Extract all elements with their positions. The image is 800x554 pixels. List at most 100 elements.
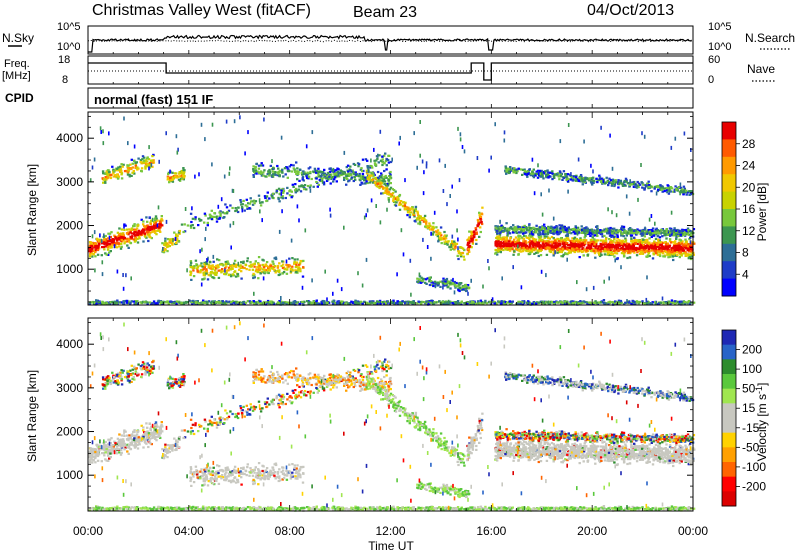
power-cell — [522, 242, 525, 245]
power-cell — [340, 170, 344, 173]
power-cell — [561, 178, 564, 181]
power-cell — [259, 272, 262, 275]
power-cell — [669, 241, 673, 244]
power-cell — [389, 177, 392, 180]
power-cell — [368, 181, 371, 184]
power-cell — [456, 254, 459, 257]
power-cell — [215, 220, 219, 223]
power-cell — [538, 249, 541, 252]
power-cell — [174, 175, 177, 178]
power-cell — [121, 165, 124, 168]
power-cell — [387, 179, 390, 182]
power-cell — [231, 267, 234, 270]
power-cell — [638, 245, 642, 248]
power-cell — [295, 172, 298, 176]
power-cell — [244, 204, 247, 207]
power-cell — [183, 230, 187, 233]
power-cell — [260, 270, 263, 274]
power-cell — [592, 231, 595, 234]
power-cell — [428, 276, 431, 279]
power-cell — [154, 226, 158, 229]
power-cell — [260, 162, 263, 165]
power-cell — [386, 188, 389, 191]
power-cell — [445, 234, 448, 237]
power-cell — [318, 171, 321, 174]
power-cell — [265, 269, 268, 272]
power-cell — [548, 171, 552, 174]
power-cell — [346, 177, 349, 180]
power-cell — [523, 240, 527, 243]
power-cell — [169, 178, 172, 181]
noise-tick-bottom-left: 10^0 — [57, 41, 81, 53]
power-cell — [586, 227, 589, 230]
power-cell — [535, 251, 538, 254]
power-cell — [384, 174, 387, 178]
power-cell — [114, 237, 118, 240]
power-cell — [677, 235, 680, 238]
power-cell — [685, 189, 688, 192]
power-cell — [159, 230, 162, 233]
power-cell — [588, 177, 591, 180]
power-cell — [301, 173, 304, 176]
power-cell — [196, 270, 199, 273]
power-cell — [596, 225, 599, 228]
power-cell — [103, 248, 106, 251]
power-cell — [505, 222, 508, 225]
power-cell — [562, 170, 566, 173]
power-cell — [595, 177, 598, 180]
power-cell — [687, 190, 691, 193]
power-cell — [295, 270, 298, 274]
power-cell — [142, 220, 145, 223]
power-cell — [265, 199, 268, 203]
power-cell — [454, 243, 457, 246]
power-cell — [255, 163, 258, 166]
power-cell — [335, 172, 338, 175]
power-cell — [105, 170, 108, 173]
power-cell — [204, 269, 208, 272]
power-cell — [141, 158, 144, 161]
power-cell — [599, 250, 603, 253]
power-cell — [170, 239, 173, 242]
power-cell — [271, 260, 274, 263]
power-cell — [252, 276, 255, 280]
power-cell — [614, 246, 618, 249]
power-cell — [297, 172, 300, 175]
power-cell — [129, 163, 132, 166]
power-cell — [379, 175, 383, 178]
power-cell — [117, 245, 121, 248]
power-cell — [322, 181, 326, 184]
power-cell — [683, 244, 687, 247]
power-cell — [215, 273, 218, 276]
power-cell — [439, 236, 442, 239]
power-cell — [528, 231, 531, 234]
power-cell — [129, 231, 132, 234]
power-cell — [597, 249, 600, 252]
power-cell — [113, 234, 116, 237]
power-cell — [271, 267, 275, 270]
power-cell — [534, 240, 537, 243]
power-cell — [100, 254, 103, 257]
power-cell — [628, 256, 632, 259]
power-cell — [556, 245, 559, 248]
power-cell — [591, 183, 594, 186]
power-cell — [589, 232, 593, 235]
power-cell — [151, 165, 154, 168]
power-cell — [583, 230, 586, 233]
power-cell — [236, 210, 240, 214]
power-cell — [292, 164, 295, 167]
power-cell — [375, 159, 378, 162]
power-cell — [392, 195, 396, 198]
power-cell — [148, 216, 151, 219]
power-cell — [359, 183, 362, 186]
power-cell — [515, 231, 519, 234]
power-cell — [257, 277, 260, 280]
power-cell — [102, 239, 105, 242]
power-cell — [374, 178, 378, 181]
power-cell — [297, 188, 301, 191]
power-cell — [161, 250, 164, 253]
power-cell — [246, 205, 249, 208]
power-cell — [527, 250, 530, 253]
power-cell — [361, 175, 365, 178]
power-cell — [570, 176, 574, 179]
power-cell — [175, 241, 178, 244]
